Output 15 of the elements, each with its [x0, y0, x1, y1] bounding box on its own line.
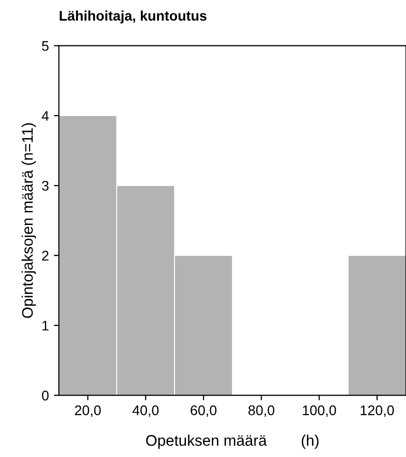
x-tick-label: 120,0 [360, 405, 394, 417]
x-tick-label: 60,0 [190, 405, 216, 417]
x-tick-label: 40,0 [132, 405, 159, 417]
chart-title: Lähihoitaja, kuntoutus [60, 10, 206, 24]
y-tick-label: 5 [42, 41, 49, 51]
x-tick-label: 100,0 [302, 405, 336, 417]
y-tick-label: 1 [42, 320, 48, 330]
x-axis-title: Opetuksen määrä (h) [146, 434, 319, 449]
y-tick-label: 0 [42, 390, 49, 400]
x-tick-label: 80,0 [248, 405, 274, 417]
y-tick-label: 2 [42, 250, 48, 260]
y-tick-label: 3 [42, 180, 49, 191]
x-tick-label: 20,0 [74, 405, 101, 417]
y-tick-label: 4 [42, 111, 49, 121]
y-axis-title: Opintojaksojen määrä (n=11) [22, 123, 36, 318]
